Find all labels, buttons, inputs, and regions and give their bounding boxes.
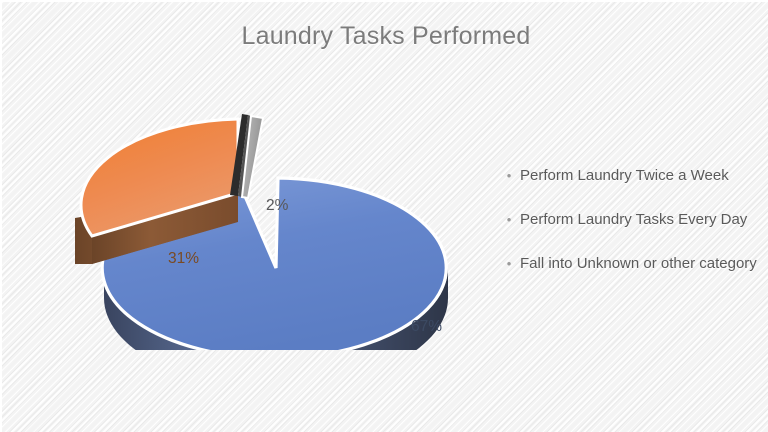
bullet-icon: •: [506, 256, 512, 271]
pie-slice-gray: [230, 114, 265, 200]
legend-item-label: Perform Laundry Twice a Week: [520, 167, 729, 184]
pie-slice-orange: [75, 117, 240, 264]
legend-item-unknown-other[interactable]: • Fall into Unknown or other category: [504, 253, 762, 275]
legend-item-twice-a-week[interactable]: • Perform Laundry Twice a Week: [504, 165, 762, 187]
legend-item-label: Fall into Unknown or other category: [520, 255, 757, 272]
legend-item-label: Perform Laundry Tasks Every Day: [520, 211, 748, 228]
legend-item-every-day[interactable]: • Perform Laundry Tasks Every Day: [504, 209, 762, 231]
page-title: Laundry Tasks Performed: [241, 22, 531, 50]
pie-chart-graphic: [75, 114, 448, 350]
bullet-icon: •: [506, 168, 512, 183]
chart-legend: • Perform Laundry Twice a Week • Perform…: [504, 165, 762, 275]
bullet-icon: •: [506, 212, 512, 227]
pie-chart[interactable]: 67% 31% 2%: [42, 90, 472, 350]
